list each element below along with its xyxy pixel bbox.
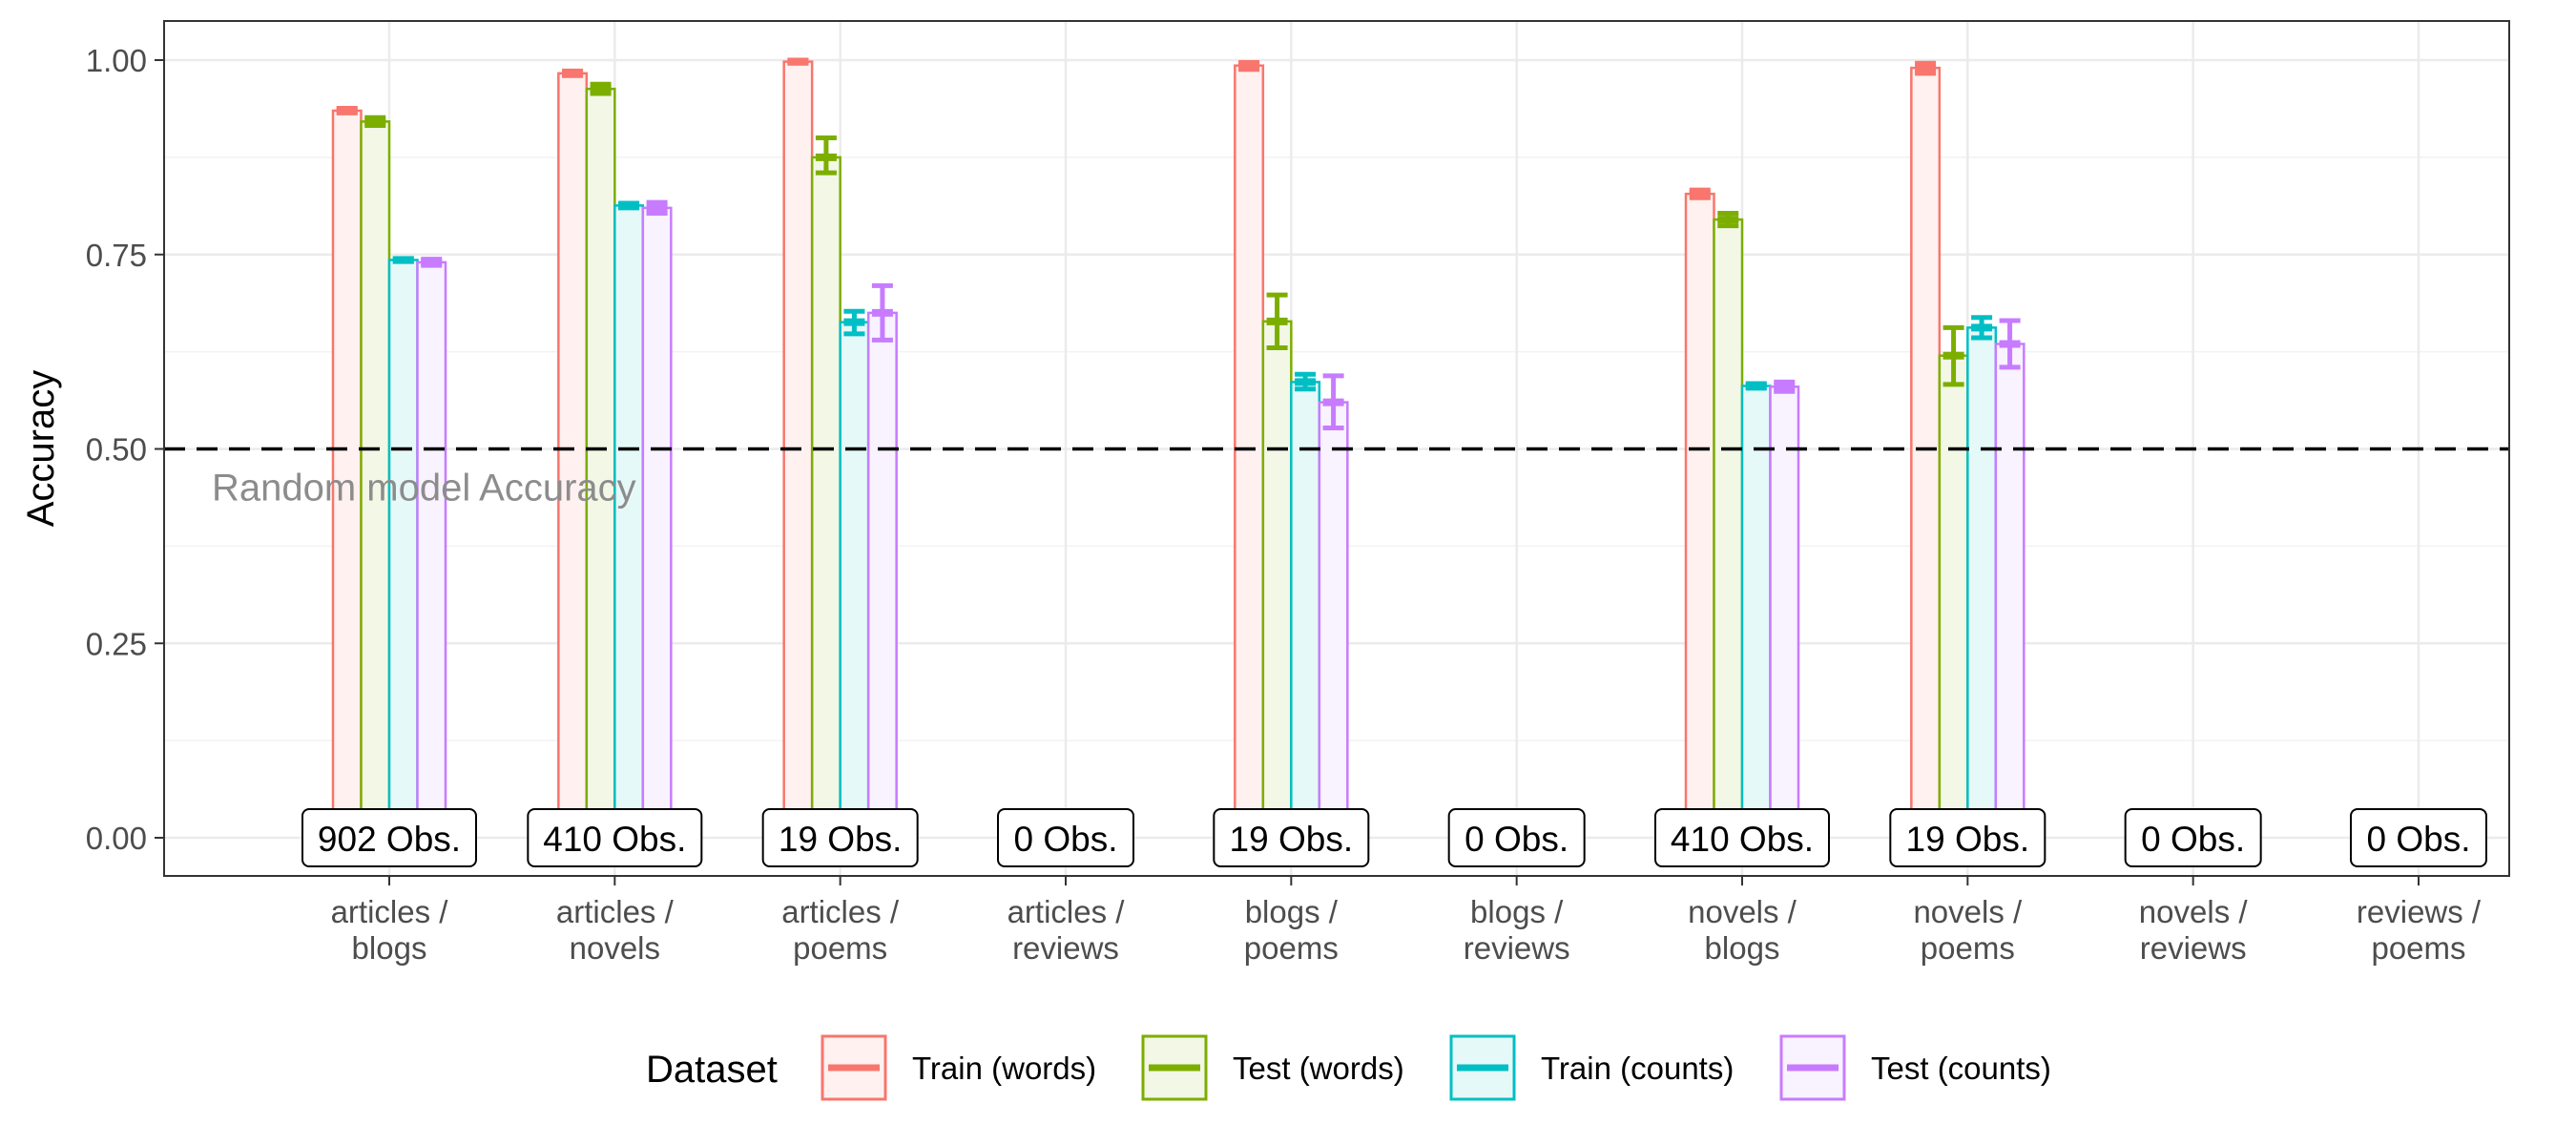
bar	[416, 260, 447, 840]
x-tick-label: novels	[570, 930, 660, 966]
obs-label-box	[2124, 808, 2262, 867]
obs-label: 19 Obs.	[1230, 820, 1354, 859]
legend[interactable]: Dataset Train (words) Test (words) Train (c…	[646, 1034, 2051, 1101]
y-tick-label: 0.75	[86, 238, 147, 273]
obs-label: 0 Obs.	[1014, 820, 1118, 859]
bar	[1318, 401, 1349, 840]
observation-count-labels: 902 Obs. 410 Obs. 19 Obs. 0 Obs. 19 Obs. 0 Ob…	[301, 808, 2487, 867]
reference-line-layer: Random model Accuracy	[164, 447, 2509, 510]
x-tick-label: novels /	[1688, 894, 1797, 929]
bar	[1713, 218, 1744, 840]
x-tick-label: poems	[793, 930, 887, 966]
obs-label-box	[1889, 808, 2046, 867]
obs-label: 19 Obs.	[1906, 820, 2030, 859]
legend-label: Train (words)	[912, 1051, 1096, 1086]
x-tick-label: articles /	[331, 894, 449, 929]
y-axis: 0.00 0.25 0.50 0.75 1.00	[86, 43, 164, 856]
x-tick-label: reviews /	[2357, 894, 2482, 929]
obs-label-box	[301, 808, 477, 867]
bar	[1966, 326, 1998, 840]
legend-label: Test (counts)	[1871, 1051, 2051, 1086]
x-tick-label: reviews	[1464, 930, 1570, 966]
bar	[585, 87, 616, 840]
y-tick-label: 0.25	[86, 626, 147, 661]
obs-label: 0 Obs.	[1465, 820, 1568, 859]
x-tick-label: articles /	[556, 894, 675, 929]
bar	[1261, 320, 1293, 840]
bar	[1234, 64, 1265, 840]
bar	[1769, 385, 1800, 840]
bar	[1994, 343, 2025, 840]
bar	[1938, 354, 1969, 840]
obs-label-box	[761, 808, 919, 867]
obs-label-box	[1447, 808, 1586, 867]
obs-label-box	[527, 808, 703, 867]
bar-layer	[331, 57, 2025, 840]
bar	[866, 311, 898, 840]
obs-label-box	[2350, 808, 2487, 867]
x-tick-label: blogs	[352, 930, 427, 966]
bar	[839, 321, 870, 840]
obs-label: 410 Obs.	[543, 820, 686, 859]
x-tick-label: poems	[1244, 930, 1339, 966]
bar	[810, 156, 841, 840]
x-tick-label: novels /	[2139, 894, 2249, 929]
obs-label: 0 Obs.	[2141, 820, 2245, 859]
bar	[387, 259, 419, 840]
bar	[613, 204, 645, 840]
bar	[360, 120, 391, 840]
x-tick-label: novels /	[1913, 894, 2023, 929]
obs-label: 19 Obs.	[779, 820, 903, 859]
obs-label: 902 Obs.	[318, 820, 461, 859]
obs-label-box	[997, 808, 1134, 867]
bar	[1910, 66, 1942, 840]
x-tick-label: articles /	[1008, 894, 1126, 929]
x-tick-label: blogs /	[1245, 894, 1339, 929]
obs-label-box	[1213, 808, 1370, 867]
x-tick-label: blogs /	[1470, 894, 1564, 929]
y-axis-title: Accuracy	[20, 370, 62, 528]
y-tick-label: 0.50	[86, 432, 147, 468]
obs-label: 0 Obs.	[2367, 820, 2471, 859]
reference-line-label: Random model Accuracy	[212, 468, 636, 510]
y-tick-label: 0.00	[86, 821, 147, 856]
legend-label: Train (counts)	[1541, 1051, 1734, 1086]
bar	[1740, 385, 1772, 840]
x-tick-label: articles /	[781, 894, 900, 929]
x-tick-label: reviews	[2140, 930, 2247, 966]
x-tick-label: poems	[2371, 930, 2465, 966]
obs-label: 410 Obs.	[1671, 820, 1814, 859]
y-tick-label: 1.00	[86, 43, 147, 78]
x-tick-label: blogs	[1705, 930, 1780, 966]
bar	[1684, 192, 1715, 840]
x-tick-label: reviews	[1012, 930, 1119, 966]
obs-label-box	[1654, 808, 1830, 867]
bar	[557, 72, 589, 840]
x-tick-label: poems	[1921, 930, 2015, 966]
legend-label: Test (words)	[1233, 1051, 1404, 1086]
bar	[641, 206, 673, 840]
legend-title: Dataset	[646, 1049, 778, 1091]
